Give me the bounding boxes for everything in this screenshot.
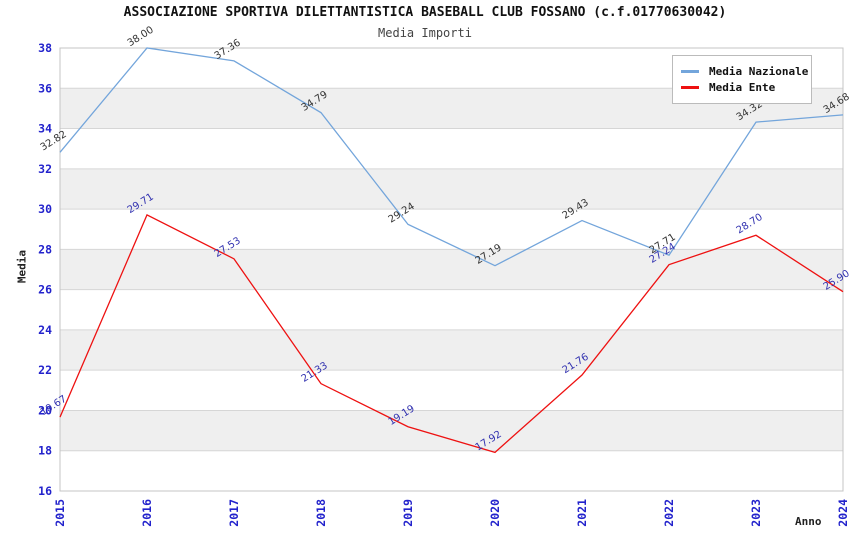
y-tick-label: 24 [38,323,52,337]
x-tick-label: 2018 [314,499,328,527]
legend-line-swatch-red [681,86,699,89]
chart-title: ASSOCIAZIONE SPORTIVA DILETTANTISTICA BA… [123,5,727,20]
plot-band [60,289,843,330]
x-tick-label: 2024 [836,499,850,527]
y-tick-label: 34 [38,122,52,136]
x-tick-label: 2021 [575,499,589,527]
plot-band [60,209,843,250]
y-tick-label: 26 [38,283,52,297]
x-tick-label: 2023 [749,499,763,527]
x-tick-label: 2015 [53,499,67,527]
y-tick-label: 20 [38,403,52,417]
plot-band [60,168,843,210]
legend-line-swatch-blue [681,70,699,73]
y-tick-label: 16 [38,484,52,498]
plot-band [60,370,843,411]
y-tick-label: 32 [38,162,52,176]
legend-label: Media Nazionale [709,65,809,78]
y-tick-label: 22 [38,363,52,377]
legend-label: Media Ente [709,81,776,94]
plot-band [60,128,843,169]
plot-border [59,47,844,492]
y-tick-label: 38 [38,41,52,55]
y-tick-label: 28 [38,242,52,256]
series-line-media-ente [59,214,844,454]
chart-subtitle: Media Importi [378,26,472,40]
series-line-media-nazionale [59,47,844,267]
x-axis-title: Anno [795,515,822,528]
legend: Media Nazionale Media Ente [672,55,812,104]
y-axis-title: Media [15,249,29,284]
plot-band [60,450,843,491]
x-tick-label: 2022 [662,499,676,527]
x-tick-label: 2020 [488,499,502,527]
y-tick-label: 36 [38,81,52,95]
y-tick-label: 30 [38,202,52,216]
plot-band [60,249,843,290]
plot-band [60,410,843,451]
plot-band [60,329,843,371]
legend-item-media-nazionale: Media Nazionale [681,65,808,78]
y-tick-label: 18 [38,444,52,458]
x-tick-label: 2019 [401,499,415,527]
x-tick-label: 2016 [140,499,154,527]
x-tick-label: 2017 [227,499,241,527]
legend-item-media-ente: Media Ente [681,81,803,94]
